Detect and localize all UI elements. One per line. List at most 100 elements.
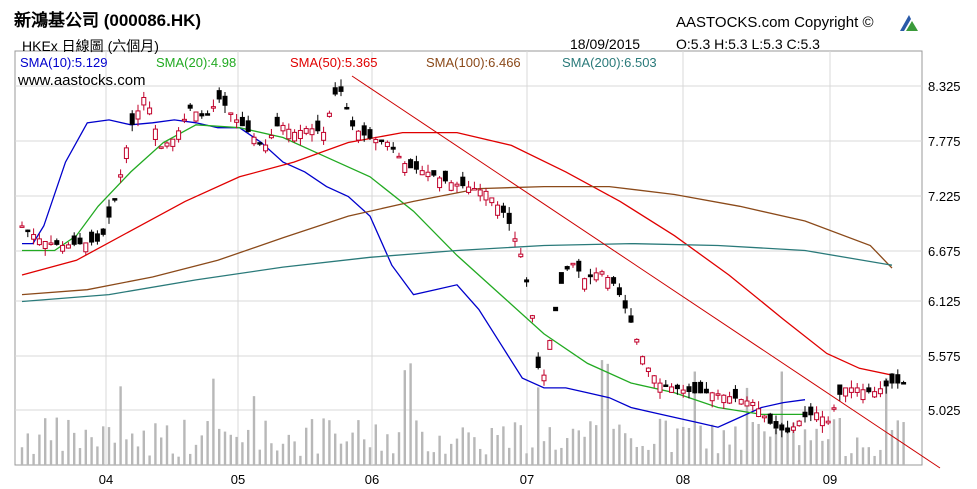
volume-bar [832, 419, 836, 465]
candle-body [147, 107, 153, 115]
legend-sma10: SMA(10):5.129 [20, 55, 107, 70]
candle-body [483, 190, 489, 201]
volume-bars [20, 360, 905, 465]
y-tick-label: 7.775 [928, 134, 961, 149]
volume-bar [571, 428, 575, 465]
candle-body [425, 171, 431, 178]
candle-body [860, 389, 866, 401]
candle-body [593, 272, 599, 281]
candle-body [524, 279, 530, 283]
candle-body [454, 183, 460, 187]
volume-bar [345, 441, 348, 465]
volume-bar [102, 426, 105, 465]
candle-body [65, 244, 71, 249]
candle-body [843, 387, 849, 397]
volume-bar [595, 425, 598, 465]
volume-bar [856, 437, 859, 465]
volume-bar [61, 450, 64, 465]
volume-bar [600, 360, 604, 465]
candle-body [361, 125, 367, 136]
candle-body [680, 389, 686, 394]
candle-body [837, 384, 843, 395]
candle-body [877, 388, 883, 395]
candle-body [645, 367, 651, 373]
volume-bar [508, 447, 511, 465]
candle-body [118, 174, 124, 178]
volume-bar [20, 447, 24, 465]
candle-body [761, 415, 767, 419]
y-tick-label: 6.675 [928, 244, 961, 259]
candle-body [466, 186, 472, 193]
volume-bar [664, 420, 667, 465]
x-tick-label: 09 [823, 472, 837, 487]
volume-bar [334, 433, 337, 465]
volume-bar [432, 452, 435, 465]
volume-bar [328, 420, 331, 465]
candle-body [216, 90, 222, 100]
volume-bar [815, 428, 818, 465]
volume-bar [763, 431, 766, 465]
candle-body [280, 124, 286, 132]
candle-body [895, 374, 901, 384]
volume-bar [67, 419, 70, 465]
candle-body [199, 113, 205, 117]
volume-bar [490, 428, 493, 465]
volume-bar [803, 429, 807, 465]
candle-body [396, 155, 402, 159]
candle-body [489, 197, 495, 204]
volume-bar [299, 455, 302, 465]
volume-bar [711, 424, 714, 465]
volume-bar [786, 426, 789, 465]
candle-body [570, 262, 576, 266]
volume-bar [618, 424, 621, 465]
volume-bar [629, 438, 633, 465]
ohlc-readout: O:5.3 H:5.3 L:5.3 C:5.3 [676, 36, 820, 52]
volume-bar [235, 436, 238, 465]
candle-body [170, 138, 176, 147]
volume-bar [879, 449, 882, 465]
candle-body [379, 139, 385, 143]
volume-bar [305, 427, 308, 465]
candle-body [390, 146, 396, 150]
volume-bar [774, 429, 778, 465]
volume-bar [252, 396, 256, 465]
candle-body [831, 407, 837, 410]
volume-bar [131, 433, 134, 465]
volume-bar [670, 452, 673, 465]
brand-label: AASTOCKS.com Copyright © [676, 14, 874, 31]
candle-body [692, 381, 698, 394]
candle-body [698, 381, 704, 394]
volume-bar [728, 444, 731, 465]
volume-bar [165, 425, 169, 465]
candle-body [547, 340, 553, 350]
volume-bar [84, 429, 87, 465]
candle-body [60, 244, 66, 252]
legend-sma200-label: SMA(200):6.503 [562, 55, 657, 70]
volume-bar [403, 370, 406, 465]
volume-bar [751, 422, 754, 465]
volume-bar [821, 440, 824, 465]
candle-body [564, 266, 570, 270]
volume-bar [363, 439, 366, 465]
volume-bar [566, 438, 569, 465]
volume-bar [322, 418, 325, 465]
candle-body [750, 401, 756, 407]
y-tick-label: 7.225 [928, 189, 961, 204]
volume-bar [461, 427, 464, 465]
volume-bar [734, 426, 737, 465]
candle-body [309, 128, 315, 136]
candle-body [883, 380, 889, 387]
volume-bar [444, 453, 447, 465]
candle-body [437, 177, 443, 189]
volume-bar [531, 447, 534, 465]
candle-body [889, 373, 895, 384]
legend-sma10-label: SMA(10):5.129 [20, 55, 108, 70]
volume-bar [119, 386, 122, 465]
volume-bar [740, 449, 743, 465]
candle-body [576, 260, 582, 272]
candle-body [779, 424, 785, 431]
volume-bar [276, 450, 279, 465]
candle-body [286, 128, 292, 140]
candle-body [176, 130, 182, 140]
volume-bar [809, 440, 812, 465]
